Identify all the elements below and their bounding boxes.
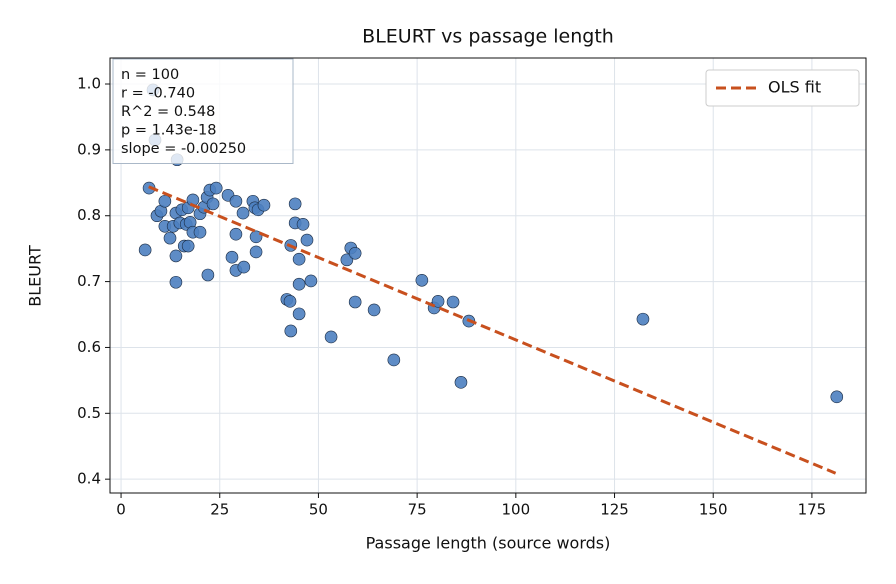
x-tick-label: 150	[699, 501, 728, 519]
x-tick-label: 100	[502, 501, 531, 519]
plot-frame	[109, 57, 867, 494]
point	[283, 295, 297, 308]
y-tick-label: 0.6	[77, 338, 101, 356]
annotation-box	[112, 58, 294, 164]
y-tick-label: 1.0	[77, 75, 101, 93]
point	[348, 295, 362, 309]
point	[324, 330, 338, 344]
point	[229, 194, 243, 208]
annotation-text: n = 100	[121, 67, 179, 83]
point	[237, 260, 251, 274]
point	[158, 194, 172, 208]
x-tick-label: 25	[210, 501, 229, 519]
point	[257, 198, 271, 212]
fit-line	[148, 185, 837, 475]
point	[209, 181, 223, 195]
x-tick-label: 50	[309, 501, 328, 519]
annotation-text: R^2 = 0.548	[121, 104, 215, 120]
point	[300, 233, 314, 247]
point	[348, 246, 362, 260]
point	[415, 273, 429, 287]
point	[201, 268, 215, 282]
point	[206, 197, 220, 211]
point	[181, 239, 195, 253]
y-tick-label: 0.8	[77, 206, 101, 224]
annotation-text: slope = -0.00250	[121, 141, 246, 157]
point	[636, 312, 650, 326]
y-axis-label: BLEURT	[26, 245, 45, 307]
point	[249, 230, 263, 244]
point	[229, 227, 243, 241]
point	[193, 225, 207, 239]
y-tick-label: 0.7	[77, 272, 101, 290]
point	[296, 217, 310, 231]
point	[249, 245, 263, 259]
x-tick-label: 75	[408, 501, 427, 519]
point	[169, 275, 183, 289]
point	[340, 253, 354, 267]
y-tick-label: 0.4	[77, 470, 101, 488]
point	[288, 197, 302, 211]
x-axis-label: Passage length (source words)	[366, 534, 611, 553]
point	[284, 324, 298, 338]
x-tick-label: 0	[116, 501, 126, 519]
legend-box	[705, 69, 860, 107]
y-tick-label: 0.9	[77, 140, 101, 158]
point	[292, 277, 306, 291]
point	[292, 307, 306, 321]
point	[454, 376, 468, 389]
point	[138, 243, 152, 257]
point	[830, 390, 844, 404]
point	[236, 206, 250, 220]
annotation-text: p = 1.43e-18	[121, 123, 216, 139]
chart-title: BLEURT vs passage length	[362, 26, 614, 48]
point	[292, 252, 306, 266]
point	[225, 250, 239, 264]
point	[387, 353, 401, 367]
y-tick-label: 0.5	[77, 404, 101, 422]
point	[169, 249, 183, 263]
point	[431, 295, 445, 308]
point	[367, 303, 381, 317]
annotation-text: r = -0.740	[121, 86, 195, 102]
x-tick-label: 175	[798, 501, 827, 519]
point	[304, 274, 318, 288]
point	[446, 295, 460, 309]
point	[163, 231, 177, 245]
x-tick-label: 125	[600, 501, 629, 519]
legend-label: OLS fit	[768, 78, 821, 97]
